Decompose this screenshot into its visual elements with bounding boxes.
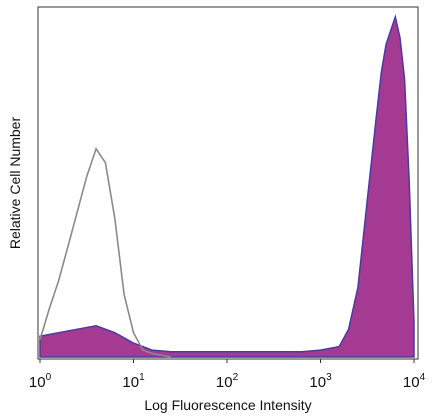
x-axis-ticks: 100 101 102 103 104 (29, 359, 426, 391)
x-tick-label-1: 101 (122, 372, 145, 391)
x-axis-label: Log Fluorescence Intensity (144, 397, 311, 413)
x-tick-label-3: 103 (309, 372, 332, 391)
x-tick-label-4: 104 (403, 372, 426, 391)
x-tick-label-0: 100 (29, 372, 52, 391)
y-axis-label: Relative Cell Number (7, 117, 23, 250)
x-tick-label-2: 102 (216, 372, 239, 391)
series-1-filled-histogram (39, 14, 415, 358)
series-0-outline-histogram (39, 147, 172, 358)
series-layer (39, 14, 415, 358)
